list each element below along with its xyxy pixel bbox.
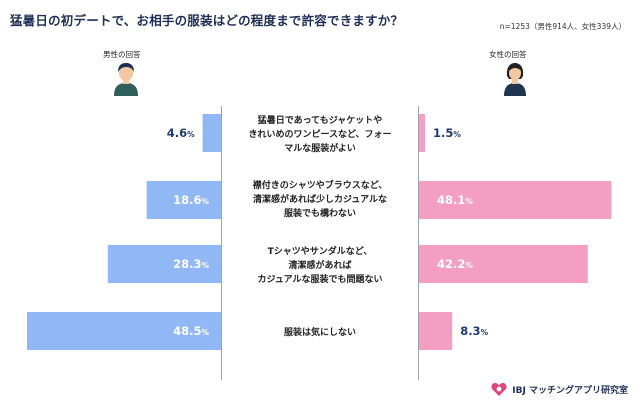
male-avatar-icon bbox=[114, 63, 138, 96]
female-group-label: 女性の回答 bbox=[489, 50, 527, 59]
female-bar-3 bbox=[419, 312, 453, 350]
category-label-casual: Tシャツやサンダルなど、 清潔感があれば カジュアルな服装でも問題ない bbox=[257, 247, 383, 285]
female-bar-0 bbox=[419, 114, 425, 152]
male-bar-0 bbox=[202, 114, 221, 152]
chart-title: 猛暑日の初デートで、お相手の服装はどの程度まで許容できますか？ bbox=[10, 13, 404, 28]
category-label-collared: 襟付きのシャツやブラウスなど、 清潔感があれば少しカジュアルな 服装でも構わない bbox=[252, 181, 388, 219]
category-label-formal: 猛暑日であってもジャケットや きれいめのワンピースなど、フォー マルな服装がよい bbox=[248, 116, 392, 154]
male-bar-3 bbox=[27, 312, 221, 350]
female-axis-line bbox=[418, 106, 419, 380]
brand-name: IBJ マッチングアプリ研究室 bbox=[512, 386, 628, 396]
female-avatar-icon bbox=[504, 63, 526, 96]
male-value-label-0: 4.6% bbox=[167, 126, 195, 140]
female-value-label-3: 8.3% bbox=[460, 324, 488, 338]
female-bar-1 bbox=[419, 181, 612, 219]
male-group-label: 男性の回答 bbox=[103, 50, 141, 59]
brand-heart-icon bbox=[491, 383, 507, 396]
brand-logo: IBJ マッチングアプリ研究室 bbox=[491, 382, 628, 397]
female-value-label-2: 42.2% bbox=[437, 257, 473, 271]
male-value-label-3: 48.5% bbox=[173, 324, 209, 338]
female-value-label-0: 1.5% bbox=[433, 126, 461, 140]
male-value-label-2: 28.3% bbox=[173, 257, 209, 271]
sample-size-note: n=1253（男性914人、女性339人） bbox=[499, 22, 626, 31]
female-value-label-1: 48.1% bbox=[437, 193, 473, 207]
male-value-label-1: 18.6% bbox=[173, 193, 209, 207]
male-bar-1 bbox=[146, 181, 221, 219]
male-axis-line bbox=[221, 106, 222, 380]
male-bar-2 bbox=[107, 245, 221, 283]
category-label-dont-care: 服装は気にしない bbox=[283, 328, 356, 338]
female-bar-2 bbox=[419, 245, 588, 283]
